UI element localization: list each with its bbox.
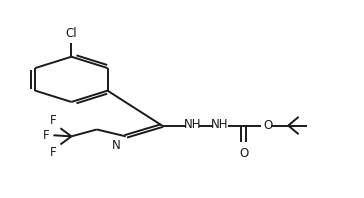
Text: N: N xyxy=(112,139,121,152)
Text: F: F xyxy=(50,146,56,159)
Text: NH: NH xyxy=(211,118,229,131)
Text: O: O xyxy=(263,119,272,132)
Text: F: F xyxy=(50,114,56,127)
Text: NH: NH xyxy=(183,118,201,131)
Text: O: O xyxy=(239,147,248,160)
Text: F: F xyxy=(43,129,49,142)
Text: Cl: Cl xyxy=(66,27,77,40)
